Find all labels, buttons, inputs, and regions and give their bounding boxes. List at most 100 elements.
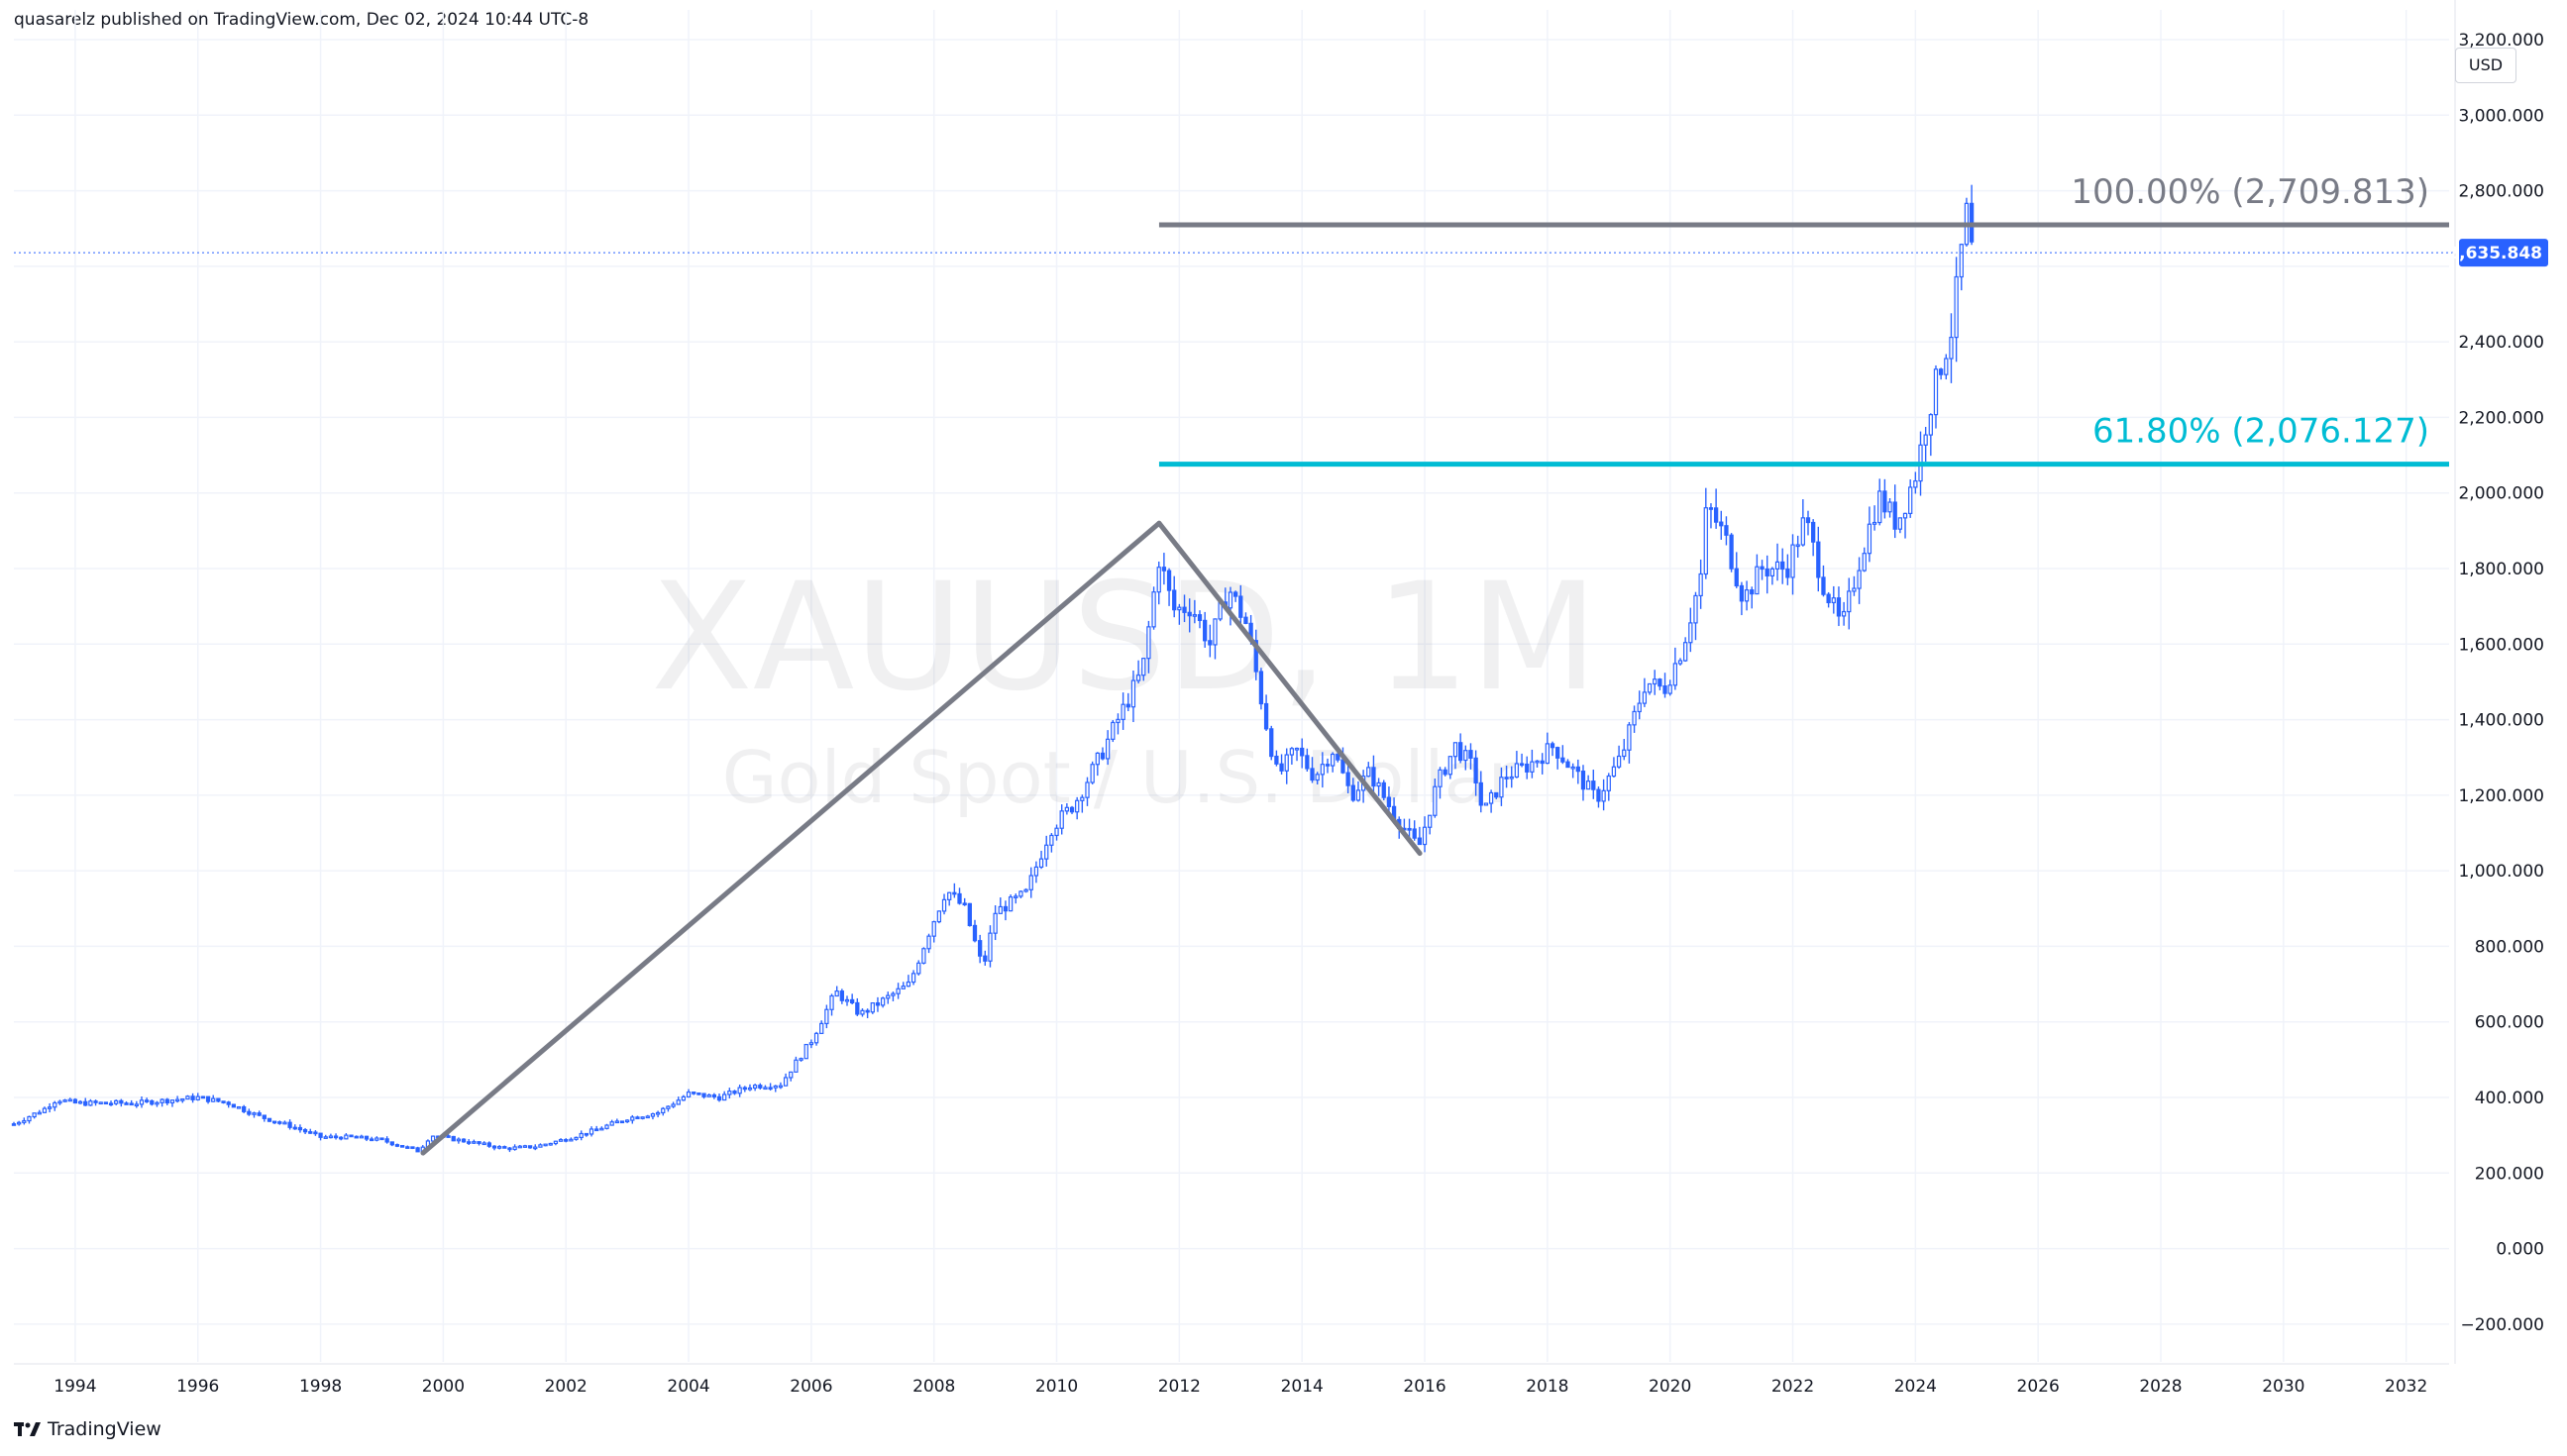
candle-body	[57, 1100, 62, 1104]
candle-body	[344, 1134, 349, 1140]
candle-body	[855, 1001, 860, 1015]
candle	[558, 1138, 564, 1142]
candle	[1478, 771, 1483, 813]
candle-body	[328, 1135, 334, 1139]
candle	[742, 1086, 747, 1092]
candle	[962, 897, 967, 906]
currency-selector[interactable]: USD	[2455, 48, 2516, 83]
candle-body	[221, 1100, 226, 1103]
candle-body	[1366, 767, 1371, 778]
candle	[129, 1099, 134, 1106]
candle	[1049, 833, 1054, 853]
candle-body	[1243, 616, 1248, 624]
candle-body	[650, 1113, 656, 1117]
candle-body	[1887, 501, 1892, 513]
candle	[512, 1144, 517, 1151]
candle	[461, 1138, 467, 1143]
tradingview-brand[interactable]: TradingView	[14, 1418, 161, 1440]
candle-body	[952, 891, 957, 895]
candle-body	[614, 1120, 619, 1124]
candle	[957, 887, 962, 905]
candle	[926, 933, 931, 954]
time-tick-label: 2032	[2385, 1377, 2427, 1397]
candle	[599, 1126, 604, 1131]
candle-body	[262, 1114, 267, 1119]
candle-body	[1774, 561, 1780, 570]
candle	[1243, 612, 1248, 625]
candle	[1862, 547, 1867, 572]
candle-body	[1836, 597, 1842, 617]
candle-body	[619, 1120, 625, 1124]
candle	[1447, 756, 1452, 780]
candle-body	[370, 1138, 374, 1142]
candle-body	[1560, 757, 1565, 763]
candle	[1300, 738, 1305, 769]
candle	[1550, 741, 1555, 757]
candle-body	[1693, 594, 1698, 624]
candle	[1141, 658, 1146, 681]
candle-body	[1350, 784, 1355, 801]
time-axis[interactable]: 1994 1996 1998 2000 2002 2004 2006 2008 2010 2012…	[14, 1363, 2449, 1397]
candle	[169, 1099, 175, 1107]
candle	[655, 1110, 661, 1118]
candle	[916, 960, 921, 976]
candle	[875, 996, 881, 1012]
candle-body	[83, 1100, 88, 1106]
candle	[1514, 751, 1520, 779]
candle	[364, 1135, 370, 1142]
candle-body	[1003, 905, 1009, 912]
candle-body	[742, 1087, 747, 1091]
candle-body	[1340, 759, 1345, 774]
candle-body	[1816, 541, 1821, 578]
candle-body	[1780, 561, 1785, 571]
candle-body	[671, 1103, 676, 1107]
drawing-overlays[interactable]: 100.00% (2,709.813) 61.80% (2,076.127)	[420, 172, 2449, 1156]
candle-body	[1826, 593, 1831, 604]
candle-body	[701, 1092, 706, 1097]
candle	[1596, 786, 1601, 808]
candle-body	[839, 990, 844, 1001]
candle-body	[1857, 570, 1862, 589]
candle	[1033, 861, 1039, 884]
candle-body	[1580, 771, 1586, 790]
candle-body	[1463, 750, 1468, 762]
candle-body	[507, 1147, 512, 1151]
candle	[62, 1098, 67, 1102]
candle	[57, 1099, 62, 1105]
candle-body	[926, 935, 931, 950]
candle	[1125, 692, 1130, 711]
candle	[1018, 890, 1023, 898]
candle	[287, 1119, 292, 1130]
candle	[967, 902, 972, 927]
candle	[696, 1092, 701, 1095]
candle-body	[17, 1121, 22, 1125]
trend-line[interactable]	[1156, 520, 1423, 857]
candle	[813, 1031, 819, 1046]
candle-body	[1289, 748, 1295, 756]
price-axis[interactable]: −200.000 0.000 200.000 400.000 600.000 800.00…	[2454, 0, 2544, 1364]
candle	[507, 1147, 512, 1153]
candle-body	[119, 1099, 124, 1104]
candle	[1954, 257, 1959, 363]
candle	[1852, 575, 1857, 596]
candle	[1320, 752, 1325, 788]
candle	[1146, 620, 1151, 674]
candle-body	[271, 1120, 277, 1124]
candle-body	[1376, 781, 1381, 787]
candle	[1161, 553, 1167, 585]
candle-body	[1111, 721, 1116, 740]
candle	[1821, 565, 1826, 597]
candle	[1044, 835, 1049, 867]
candle	[1105, 730, 1111, 766]
candle-body	[824, 1008, 829, 1025]
candle-body	[1345, 772, 1350, 786]
candle	[415, 1146, 420, 1153]
trend-line[interactable]	[420, 520, 1162, 1156]
candle	[1422, 816, 1428, 853]
candle	[405, 1145, 410, 1149]
candle-body	[1765, 568, 1769, 577]
candle	[819, 1020, 824, 1034]
candle-body	[916, 962, 921, 975]
candle-body	[379, 1137, 384, 1141]
